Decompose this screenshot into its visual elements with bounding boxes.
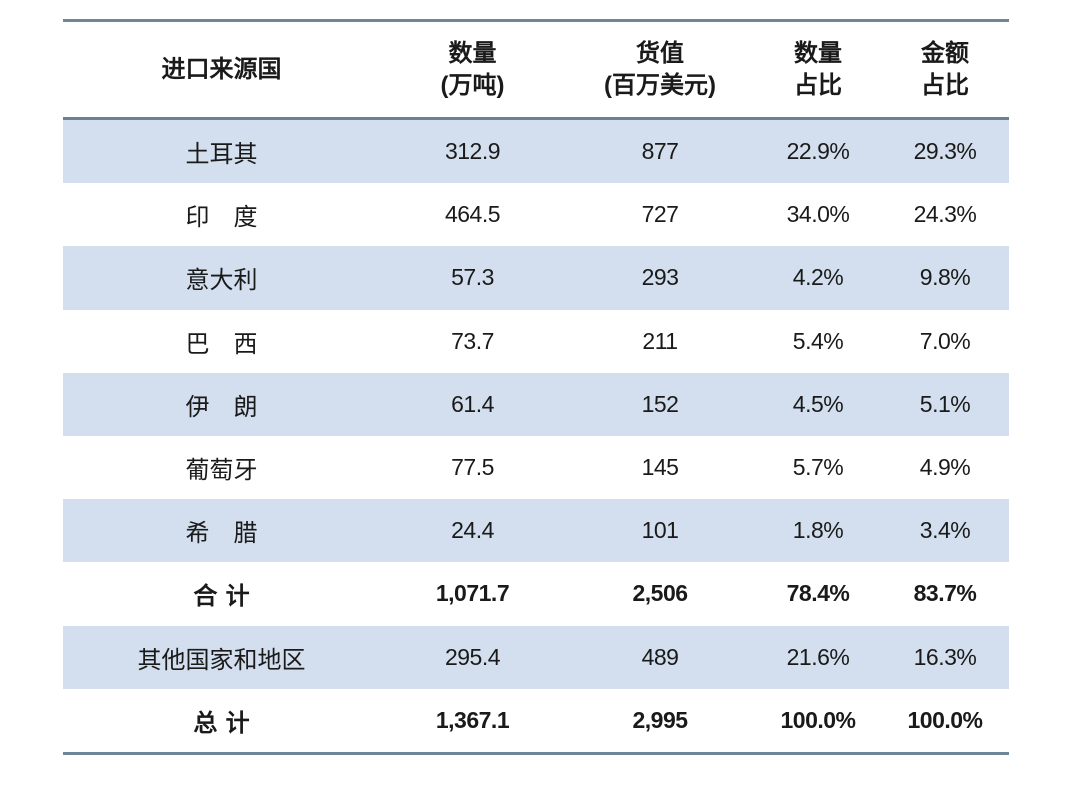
import-source-table: 进口来源国 数量 (万吨) 货值 (百万美元) 数量 占比 金额 占比 土耳其 … xyxy=(63,19,1009,755)
table-row: 巴 西 73.7 211 5.4% 7.0% xyxy=(63,310,1009,373)
subtotal-row: 合 计 1,071.7 2,506 78.4% 83.7% xyxy=(63,562,1009,625)
table-bottom-rule xyxy=(63,751,1009,755)
table-header: 进口来源国 数量 (万吨) 货值 (百万美元) 数量 占比 金额 占比 xyxy=(63,22,1009,117)
cell-value: 211 xyxy=(642,327,678,354)
header-quantity-line2: (万吨) xyxy=(440,71,505,99)
table-row: 土耳其 312.9 877 22.9% 29.3% xyxy=(63,120,1009,184)
cell-val-share: 5.1% xyxy=(919,390,971,417)
header-quantity-line1: 数量 xyxy=(448,39,497,67)
cell-value: 152 xyxy=(641,390,679,417)
cell-val-share: 24.3% xyxy=(913,201,977,228)
cell-val-share: 29.3% xyxy=(913,138,977,165)
table-row: 希 腊 24.4 101 1.8% 3.4% xyxy=(63,499,1009,563)
cell-value: 101 xyxy=(641,517,679,544)
cell-value: 727 xyxy=(641,201,679,228)
cell-country: 葡萄牙 xyxy=(185,456,258,485)
table-row: 印 度 464.5 727 34.0% 24.3% xyxy=(63,183,1009,246)
cell-val-share: 83.7% xyxy=(913,580,977,607)
cell-country: 印 度 xyxy=(185,203,258,232)
cell-country: 其他国家和地区 xyxy=(137,645,306,674)
cell-val-share: 4.9% xyxy=(919,454,971,481)
cell-country: 巴 西 xyxy=(185,329,258,358)
cell-quantity: 57.3 xyxy=(451,264,494,291)
cell-qty-share: 5.4% xyxy=(792,327,844,354)
header-qty-share-line1: 数量 xyxy=(794,39,842,67)
header-value: 货值 (百万美元) xyxy=(565,38,755,102)
cell-country: 总 计 xyxy=(193,708,250,737)
header-val-share: 金额 占比 xyxy=(881,38,1009,102)
header-quantity: 数量 (万吨) xyxy=(380,38,565,102)
cell-value: 293 xyxy=(641,264,679,291)
cell-quantity: 61.4 xyxy=(451,390,494,417)
cell-value: 2,506 xyxy=(632,580,688,607)
cell-qty-share: 78.4% xyxy=(786,580,850,607)
total-row: 总 计 1,367.1 2,995 100.0% 100.0% xyxy=(63,689,1009,752)
cell-qty-share: 4.5% xyxy=(792,390,844,417)
cell-value: 2,995 xyxy=(632,706,688,733)
cell-quantity: 77.5 xyxy=(451,454,494,481)
cell-value: 489 xyxy=(641,643,679,670)
cell-qty-share: 5.7% xyxy=(792,454,844,481)
cell-quantity: 464.5 xyxy=(444,201,501,228)
cell-val-share: 16.3% xyxy=(913,643,977,670)
cell-value: 145 xyxy=(641,454,679,481)
cell-quantity: 73.7 xyxy=(451,327,494,354)
header-value-line1: 货值 xyxy=(636,39,684,67)
cell-value: 877 xyxy=(641,138,679,165)
cell-val-share: 3.4% xyxy=(919,517,971,544)
header-country-label: 进口来源国 xyxy=(161,55,282,83)
cell-qty-share: 1.8% xyxy=(792,517,844,544)
cell-qty-share: 22.9% xyxy=(786,138,850,165)
header-qty-share-line2: 占比 xyxy=(794,71,842,99)
cell-quantity: 1,071.7 xyxy=(435,580,510,607)
cell-country: 希 腊 xyxy=(185,519,258,548)
header-value-line2: (百万美元) xyxy=(604,71,716,99)
cell-country: 伊 朗 xyxy=(185,392,258,421)
cell-country: 意大利 xyxy=(185,266,258,295)
cell-val-share: 9.8% xyxy=(919,264,971,291)
table-row: 意大利 57.3 293 4.2% 9.8% xyxy=(63,246,1009,310)
header-val-share-line2: 占比 xyxy=(921,71,969,99)
cell-qty-share: 4.2% xyxy=(792,264,844,291)
header-qty-share: 数量 占比 xyxy=(755,38,881,102)
table-row: 葡萄牙 77.5 145 5.7% 4.9% xyxy=(63,436,1009,499)
cell-val-share: 7.0% xyxy=(919,327,971,354)
cell-qty-share: 100.0% xyxy=(780,706,856,733)
cell-val-share: 100.0% xyxy=(907,706,983,733)
cell-quantity: 24.4 xyxy=(451,517,494,544)
table-top-rule xyxy=(63,19,1009,22)
cell-qty-share: 34.0% xyxy=(786,201,850,228)
table-row: 伊 朗 61.4 152 4.5% 5.1% xyxy=(63,372,1009,436)
header-country: 进口来源国 xyxy=(63,54,380,86)
cell-quantity: 1,367.1 xyxy=(435,706,510,733)
cell-qty-share: 21.6% xyxy=(786,643,850,670)
cell-country: 土耳其 xyxy=(185,140,258,169)
cell-quantity: 312.9 xyxy=(444,138,501,165)
header-rule xyxy=(63,117,1009,120)
cell-country: 合 计 xyxy=(193,582,250,611)
cell-quantity: 295.4 xyxy=(444,643,501,670)
header-val-share-line1: 金额 xyxy=(921,39,969,67)
table-row: 其他国家和地区 295.4 489 21.6% 16.3% xyxy=(63,625,1009,689)
